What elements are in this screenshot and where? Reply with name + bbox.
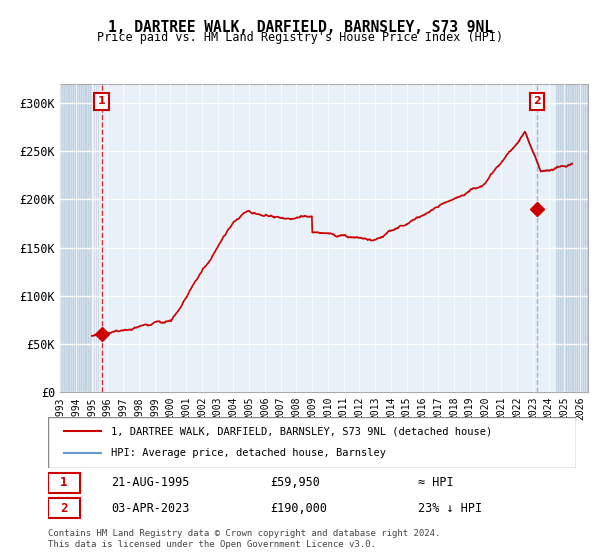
- Text: 21-AUG-1995: 21-AUG-1995: [112, 477, 190, 489]
- Text: 1: 1: [60, 477, 68, 489]
- Text: 2: 2: [533, 96, 541, 106]
- Text: 03-APR-2023: 03-APR-2023: [112, 502, 190, 515]
- FancyBboxPatch shape: [48, 498, 80, 519]
- Text: £59,950: £59,950: [270, 477, 320, 489]
- Text: ≈ HPI: ≈ HPI: [418, 477, 453, 489]
- Text: Contains HM Land Registry data © Crown copyright and database right 2024.
This d: Contains HM Land Registry data © Crown c…: [48, 529, 440, 549]
- Text: 1, DARTREE WALK, DARFIELD, BARNSLEY, S73 9NL (detached house): 1, DARTREE WALK, DARFIELD, BARNSLEY, S73…: [112, 426, 493, 436]
- Text: 1: 1: [98, 96, 106, 106]
- FancyBboxPatch shape: [48, 473, 80, 493]
- FancyBboxPatch shape: [48, 417, 576, 468]
- Text: 23% ↓ HPI: 23% ↓ HPI: [418, 502, 482, 515]
- Text: 1, DARTREE WALK, DARFIELD, BARNSLEY, S73 9NL: 1, DARTREE WALK, DARFIELD, BARNSLEY, S73…: [107, 20, 493, 35]
- Text: 2: 2: [60, 502, 68, 515]
- Text: HPI: Average price, detached house, Barnsley: HPI: Average price, detached house, Barn…: [112, 449, 386, 459]
- Text: £190,000: £190,000: [270, 502, 327, 515]
- Text: Price paid vs. HM Land Registry's House Price Index (HPI): Price paid vs. HM Land Registry's House …: [97, 31, 503, 44]
